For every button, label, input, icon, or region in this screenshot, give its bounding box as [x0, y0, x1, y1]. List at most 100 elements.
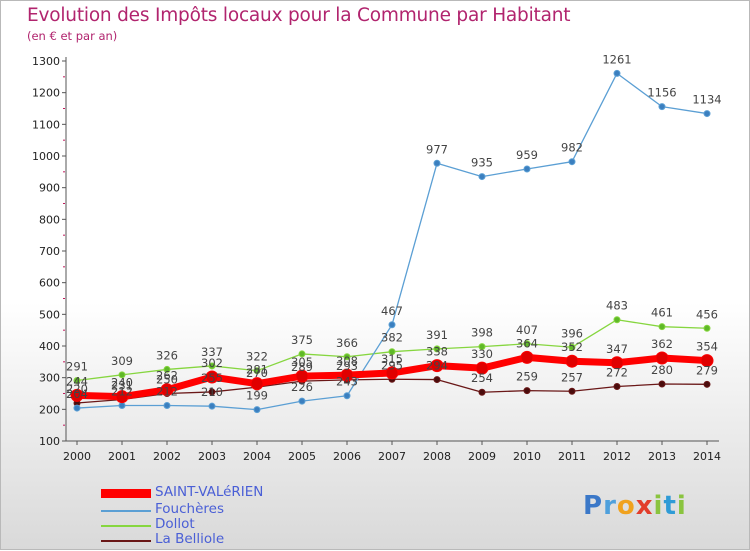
data-point: [298, 397, 306, 405]
data-point: [208, 362, 216, 370]
y-tick-label: 800: [39, 213, 60, 226]
x-tick-label: 2002: [153, 450, 181, 463]
data-point: [613, 69, 621, 77]
data-label: 391: [426, 328, 448, 342]
data-point: [433, 345, 441, 353]
data-label: 467: [381, 304, 403, 318]
data-label: 347: [606, 342, 628, 356]
data-label: 280: [651, 363, 673, 377]
data-point: [208, 402, 216, 410]
data-point: [208, 388, 216, 396]
data-label: 254: [471, 371, 493, 385]
data-point: [565, 354, 579, 368]
data-label: 220: [66, 382, 88, 396]
data-point: [73, 404, 81, 412]
data-label: 244: [66, 374, 88, 388]
x-tick-label: 2004: [243, 450, 271, 463]
data-label: 982: [561, 141, 583, 155]
legend-swatch-saint-valerien: [101, 489, 151, 498]
data-label: 315: [381, 352, 403, 366]
data-label: 305: [291, 355, 313, 369]
data-point: [478, 343, 486, 351]
data-point: [295, 369, 309, 383]
data-label: 302: [201, 356, 223, 370]
y-tick-label: 1200: [32, 87, 60, 100]
data-point: [160, 383, 174, 397]
data-point: [340, 368, 354, 382]
x-tick-label: 2003: [198, 450, 226, 463]
data-point: [523, 387, 531, 395]
data-label: 212: [111, 385, 133, 399]
y-tick-label: 1100: [32, 118, 60, 131]
data-point: [658, 323, 666, 331]
data-label: 308: [336, 354, 358, 368]
data-label: 212: [156, 385, 178, 399]
data-point: [118, 371, 126, 379]
data-label: 231: [111, 379, 133, 393]
data-point: [343, 392, 351, 400]
data-point: [703, 324, 711, 332]
data-label: 1134: [692, 93, 721, 107]
x-tick-label: 2011: [558, 450, 586, 463]
data-label: 354: [696, 340, 718, 354]
data-label: 281: [246, 363, 268, 377]
legend-swatch-la-belliole: [101, 540, 151, 542]
data-point: [163, 402, 171, 410]
data-point: [523, 340, 531, 348]
x-tick-label: 2006: [333, 450, 361, 463]
data-label: 337: [201, 345, 223, 359]
logo-letter: r: [603, 491, 617, 521]
data-label: 210: [201, 385, 223, 399]
data-point: [298, 350, 306, 358]
data-point: [253, 367, 261, 375]
data-label: 1261: [602, 52, 631, 66]
data-label: 977: [426, 142, 448, 156]
x-tick-label: 2008: [423, 450, 451, 463]
x-tick-label: 2009: [468, 450, 496, 463]
chart-title: Evolution des Impôts locaux pour la Comm…: [27, 5, 571, 26]
y-tick-label: 700: [39, 245, 60, 258]
y-tick-label: 300: [39, 372, 60, 385]
data-label: 291: [66, 360, 88, 374]
data-point: [703, 380, 711, 388]
data-point: [478, 388, 486, 396]
data-label: 330: [471, 347, 493, 361]
data-label: 279: [696, 363, 718, 377]
data-label: 375: [291, 333, 313, 347]
legend-swatch-foucheres: [101, 510, 151, 512]
data-label: 243: [336, 375, 358, 389]
x-tick-label: 2007: [378, 450, 406, 463]
data-point: [205, 370, 219, 384]
y-tick-label: 400: [39, 340, 60, 353]
data-point: [568, 158, 576, 166]
x-tick-label: 2010: [513, 450, 541, 463]
data-label: 407: [516, 323, 538, 337]
data-label: 293: [336, 359, 358, 373]
logo-letter: P: [583, 491, 604, 521]
data-point: [568, 343, 576, 351]
data-label: 199: [246, 389, 268, 403]
logo-letter: o: [616, 491, 636, 521]
data-label: 483: [606, 299, 628, 313]
y-tick-label: 200: [39, 403, 60, 416]
y-tick-label: 1000: [32, 150, 60, 163]
data-label: 226: [291, 380, 313, 394]
x-tick-label: 2000: [63, 450, 91, 463]
data-point: [385, 366, 399, 380]
data-label: 382: [381, 331, 403, 345]
data-label: 309: [111, 354, 133, 368]
x-tick-label: 2001: [108, 450, 136, 463]
data-point: [343, 353, 351, 361]
data-point: [388, 348, 396, 356]
data-point: [118, 402, 126, 410]
x-tick-label: 2005: [288, 450, 316, 463]
y-tick-label: 500: [39, 308, 60, 321]
data-point: [433, 376, 441, 384]
data-point: [388, 321, 396, 329]
data-point: [613, 316, 621, 324]
data-label: 257: [561, 370, 583, 384]
data-point: [73, 377, 81, 385]
data-point: [523, 165, 531, 173]
y-tick-label: 600: [39, 277, 60, 290]
